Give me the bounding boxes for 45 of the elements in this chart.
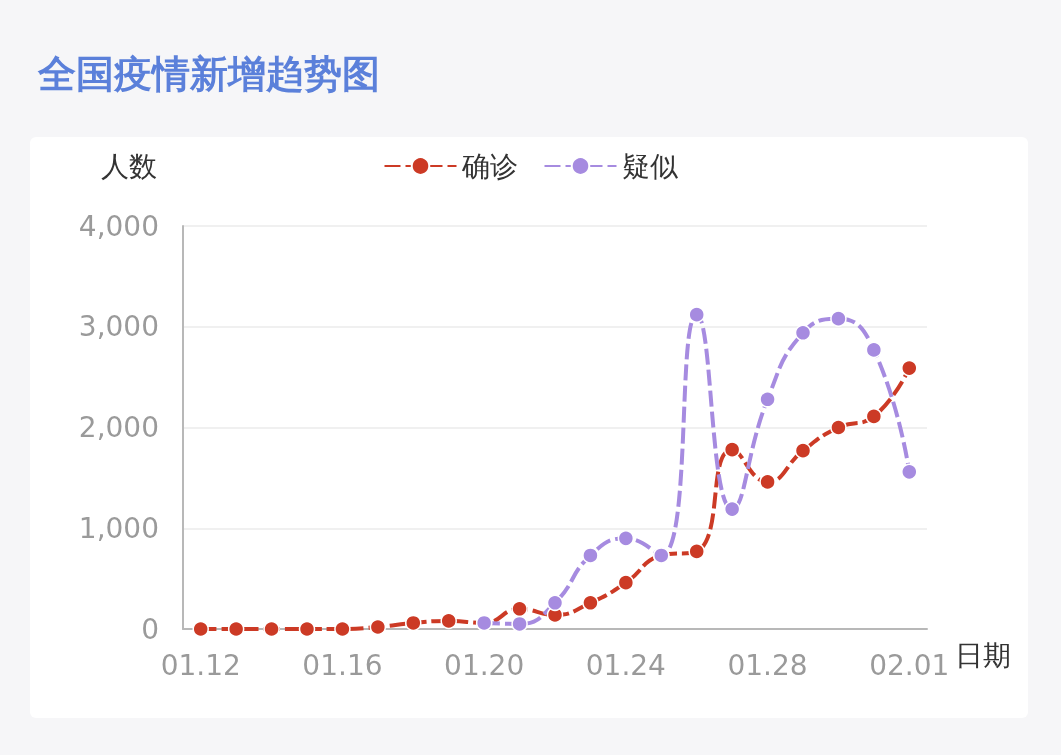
point: [582, 547, 599, 564]
point: [511, 600, 528, 618]
point: [723, 441, 741, 458]
chart-title: 全国疫情新增趋势图: [37, 52, 380, 96]
point: [617, 574, 635, 591]
x-axis-title: 日期: [955, 638, 1012, 672]
point: [830, 310, 847, 327]
point: [546, 594, 564, 612]
point: [617, 530, 635, 547]
y-tick-label: 1,000: [78, 511, 159, 545]
point: [688, 543, 705, 560]
legend-label: 疑似: [621, 149, 678, 183]
point: [298, 620, 316, 638]
y-tick-label: 0: [141, 612, 159, 646]
point: [511, 615, 528, 633]
point: [759, 391, 776, 408]
point: [227, 620, 245, 638]
point: [192, 620, 209, 638]
y-tick-label: 3,000: [78, 310, 159, 344]
point: [723, 500, 741, 518]
point: [440, 612, 457, 630]
point: [334, 620, 351, 638]
x-tick-label: 01.28: [727, 648, 808, 682]
point: [759, 473, 776, 491]
x-tick-label: 01.20: [444, 648, 525, 682]
point: [901, 463, 918, 481]
x-tick-label: 01.24: [585, 648, 666, 682]
legend-label: 确诊: [460, 149, 518, 183]
x-tick-label: 01.12: [160, 648, 241, 682]
x-tick-label: 02.01: [869, 648, 950, 682]
point: [582, 594, 599, 612]
point: [830, 419, 847, 436]
point: [865, 408, 883, 425]
point: [865, 341, 883, 359]
point: [263, 620, 280, 638]
y-tick-label: 4,000: [78, 209, 159, 243]
point: [405, 614, 422, 632]
y-tick-label: 2,000: [78, 411, 159, 444]
y-axis-title: 人数: [101, 149, 157, 183]
point: [794, 324, 812, 342]
point: [369, 618, 387, 636]
x-tick-label: 01.16: [302, 648, 383, 682]
point: [901, 359, 918, 377]
point: [794, 442, 812, 459]
point: [688, 306, 705, 323]
